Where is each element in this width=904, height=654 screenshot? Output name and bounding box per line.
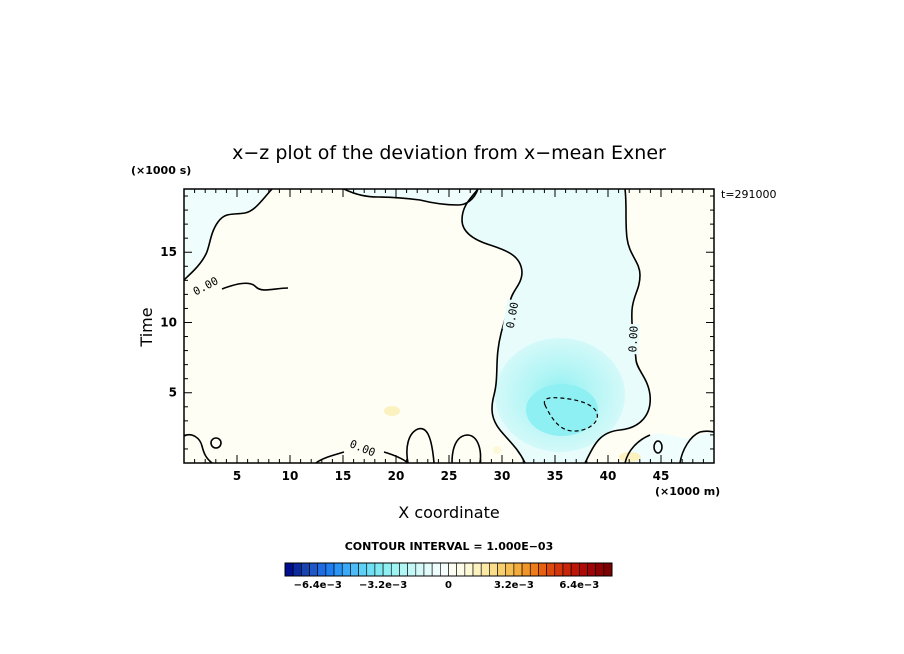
- colorbar-frame: [284, 562, 613, 577]
- colorbar-swatch: [578, 562, 588, 577]
- colorbar-swatch: [358, 562, 368, 577]
- colorbar-swatch: [325, 562, 335, 577]
- zero-contour-line: [679, 430, 714, 463]
- colorbar-swatch: [301, 562, 310, 577]
- axis-ticks: [184, 189, 714, 463]
- plot-area: 0.00 0.00 0.00 0.00: [183, 188, 715, 464]
- colorbar-swatch: [333, 562, 343, 577]
- colorbar-swatch: [374, 562, 384, 577]
- colorbar-swatch: [341, 562, 351, 577]
- colorbar-swatch: [423, 562, 433, 577]
- colorbar-swatch: [407, 562, 417, 577]
- zero-contour-line: [406, 427, 435, 463]
- zero-contour-line: [184, 189, 273, 281]
- x-axis-label: X coordinate: [398, 503, 499, 522]
- x-tick-label: 10: [282, 469, 299, 483]
- y-tick-label: 10: [160, 315, 177, 329]
- zero-contour-line: [451, 434, 482, 463]
- colorbar-tick-label: 0: [445, 580, 452, 591]
- colorbar-swatch: [521, 562, 531, 577]
- field-negative-region-lower-right: [625, 432, 714, 463]
- colorbar-swatch: [513, 562, 523, 577]
- colorbar-swatch: [587, 562, 596, 577]
- colorbar-swatch: [538, 562, 547, 577]
- colorbar-swatch: [529, 562, 539, 577]
- colorbar-swatch: [464, 562, 474, 577]
- colorbar: [284, 562, 613, 577]
- zero-contour-line: [624, 434, 651, 463]
- x-tick-label: 30: [494, 469, 511, 483]
- colorbar-swatch: [382, 562, 392, 577]
- contour-interval-text: CONTOUR INTERVAL = 1.000E−03: [345, 540, 554, 553]
- colorbar-swatch: [284, 562, 294, 577]
- zero-contour-loop: [653, 440, 663, 454]
- colorbar-tick-labels: −6.4e−3 −3.2e−3 0 3.2e−3 6.4e−3: [294, 580, 600, 591]
- x-unit-label: (×1000 m): [655, 485, 720, 498]
- field-positive-spot: [384, 406, 400, 416]
- colorbar-swatch: [497, 562, 507, 577]
- negative-contour-line: [543, 397, 598, 432]
- x-tick-label: 15: [335, 469, 352, 483]
- zero-contour-line: [221, 282, 289, 291]
- y-unit-label: (×1000 s): [131, 164, 191, 177]
- colorbar-swatch: [570, 562, 580, 577]
- colorbar-swatch: [595, 562, 605, 577]
- colorbar-swatch: [448, 562, 457, 577]
- field-negative-region-upper-left: [184, 189, 272, 280]
- y-tick-label: 5: [169, 386, 177, 400]
- x-tick-label: 5: [233, 469, 241, 483]
- colorbar-swatch: [292, 562, 302, 577]
- time-label: t=291000: [721, 188, 777, 201]
- field-positive-spot: [493, 446, 501, 454]
- y-tick-labels: 5 10 15: [160, 245, 177, 400]
- x-tick-label: 35: [547, 469, 564, 483]
- x-tick-label: 45: [653, 469, 670, 483]
- colorbar-swatch: [440, 562, 449, 577]
- colorbar-tick-label: 6.4e−3: [559, 580, 599, 591]
- x-tick-label: 20: [388, 469, 405, 483]
- colorbar-swatch: [399, 562, 408, 577]
- colorbar-swatch: [603, 562, 613, 577]
- zero-contour-line: [315, 451, 345, 463]
- x-tick-label: 40: [600, 469, 617, 483]
- contour-label: 0.00: [626, 326, 640, 353]
- contour-label: 0.00: [504, 301, 521, 329]
- colorbar-tick-label: 3.2e−3: [494, 580, 534, 591]
- colorbar-swatch: [415, 562, 425, 577]
- colorbar-swatch: [350, 562, 359, 577]
- colorbar-swatch: [366, 562, 376, 577]
- zero-contour-line: [184, 433, 213, 463]
- field-minimum-core: [526, 384, 598, 436]
- colorbar-swatch: [472, 562, 482, 577]
- field-negative-region-upper-middle: [344, 189, 478, 205]
- colorbar-swatch: [489, 562, 498, 577]
- y-tick-label: 15: [160, 245, 177, 259]
- colorbar-swatch: [309, 562, 318, 577]
- colorbar-swatch: [431, 562, 441, 577]
- field-positive-spot: [619, 452, 641, 462]
- zero-contour-line: [343, 189, 479, 206]
- colorbar-swatch: [505, 562, 515, 577]
- colorbar-swatch: [317, 562, 327, 577]
- x-tick-label: 25: [441, 469, 458, 483]
- colorbar-swatch: [546, 562, 556, 577]
- chart-title: x−z plot of the deviation from x−mean Ex…: [232, 142, 666, 164]
- colorbar-swatch: [390, 562, 400, 577]
- colorbar-tick-label: −3.2e−3: [359, 580, 407, 591]
- colorbar-swatch: [554, 562, 564, 577]
- colorbar-swatch: [480, 562, 490, 577]
- zero-contour-loop: [210, 437, 222, 449]
- x-tick-labels: 5 10 15 20 25 30 35 40 45: [233, 469, 670, 483]
- colorbar-swatch: [562, 562, 572, 577]
- colorbar-swatch: [456, 562, 466, 577]
- y-axis-label: Time: [137, 307, 156, 347]
- colorbar-tick-label: −6.4e−3: [294, 580, 342, 591]
